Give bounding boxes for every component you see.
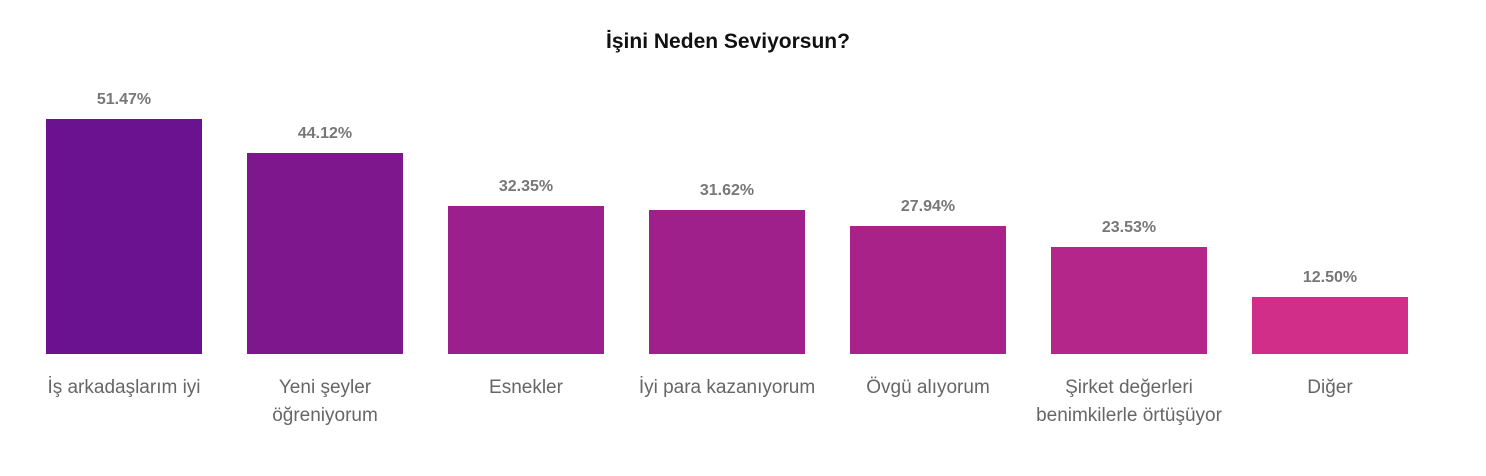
bar xyxy=(850,226,1006,354)
value-label: 12.50% xyxy=(1302,268,1358,286)
bar xyxy=(1252,296,1408,354)
value-label: 23.53% xyxy=(1101,218,1157,236)
x-tick-label: İş arkadaşlarım iyi xyxy=(47,377,201,398)
x-tick-label: Övgü alıyorum xyxy=(866,377,990,398)
x-tick-label: Esnekler xyxy=(489,377,563,398)
x-tick-label: İyi para kazanıyorum xyxy=(638,377,816,398)
value-label: 31.62% xyxy=(699,181,755,199)
bar xyxy=(1051,246,1207,354)
x-tick-label: Şirket değerleri benimkilerle örtüşüyor xyxy=(1036,377,1222,426)
value-label: 32.35% xyxy=(498,178,554,196)
bar xyxy=(448,206,604,354)
value-label: 27.94% xyxy=(900,198,956,216)
x-tick-label: Yeni şeyler öğreniyorum xyxy=(272,377,378,426)
bar xyxy=(46,119,202,354)
bar xyxy=(649,209,805,354)
x-tick-label: Diğer xyxy=(1307,377,1353,398)
value-label: 51.47% xyxy=(96,91,152,108)
chart-title: İşini Neden Seviyorsun? xyxy=(606,30,850,53)
value-label: 44.12% xyxy=(297,124,353,142)
bar xyxy=(247,152,403,354)
